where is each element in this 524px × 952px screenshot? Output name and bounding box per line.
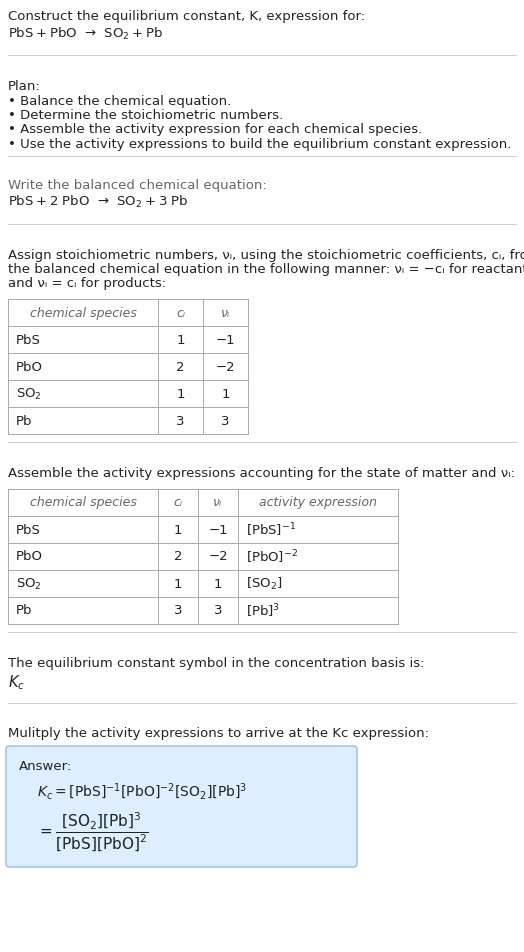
Text: $\mathregular{SO_2}$: $\mathregular{SO_2}$ <box>16 387 42 402</box>
Text: $[\mathrm{PbO}]^{-2}$: $[\mathrm{PbO}]^{-2}$ <box>246 547 298 565</box>
Text: $K_c$: $K_c$ <box>8 672 25 691</box>
Text: PbO: PbO <box>16 361 43 373</box>
Text: chemical species: chemical species <box>29 496 136 509</box>
Text: Answer:: Answer: <box>19 759 72 772</box>
Text: Plan:: Plan: <box>8 80 41 93</box>
Text: activity expression: activity expression <box>259 496 377 509</box>
Text: chemical species: chemical species <box>29 307 136 320</box>
Text: 3: 3 <box>214 604 222 617</box>
Text: νᵢ: νᵢ <box>213 496 223 509</box>
Text: PbS: PbS <box>16 523 41 536</box>
Text: 1: 1 <box>176 387 185 401</box>
Text: The equilibrium constant symbol in the concentration basis is:: The equilibrium constant symbol in the c… <box>8 656 424 669</box>
Text: $= \dfrac{[\mathrm{SO_2}][\mathrm{Pb}]^3}{[\mathrm{PbS}][\mathrm{PbO}]^2}$: $= \dfrac{[\mathrm{SO_2}][\mathrm{Pb}]^3… <box>37 810 148 852</box>
Text: and νᵢ = cᵢ for products:: and νᵢ = cᵢ for products: <box>8 277 166 290</box>
Text: Pb: Pb <box>16 414 32 427</box>
Text: 1: 1 <box>174 523 182 536</box>
Text: −1: −1 <box>208 523 228 536</box>
Text: −1: −1 <box>216 333 235 347</box>
Text: Construct the equilibrium constant, K, expression for:: Construct the equilibrium constant, K, e… <box>8 10 365 23</box>
Text: Assign stoichiometric numbers, νᵢ, using the stoichiometric coefficients, cᵢ, fr: Assign stoichiometric numbers, νᵢ, using… <box>8 248 524 261</box>
Text: 2: 2 <box>174 550 182 563</box>
Text: 3: 3 <box>174 604 182 617</box>
Text: 3: 3 <box>176 414 185 427</box>
Text: Mulitply the activity expressions to arrive at the Kᴄ expression:: Mulitply the activity expressions to arr… <box>8 726 429 740</box>
Text: • Assemble the activity expression for each chemical species.: • Assemble the activity expression for e… <box>8 124 422 136</box>
Text: cᵢ: cᵢ <box>173 496 182 509</box>
Text: PbO: PbO <box>16 550 43 563</box>
Text: 1: 1 <box>221 387 230 401</box>
Text: • Determine the stoichiometric numbers.: • Determine the stoichiometric numbers. <box>8 109 283 122</box>
FancyBboxPatch shape <box>6 746 357 867</box>
Text: νᵢ: νᵢ <box>221 307 230 320</box>
Text: • Balance the chemical equation.: • Balance the chemical equation. <box>8 94 231 108</box>
Text: 2: 2 <box>176 361 185 373</box>
Text: Assemble the activity expressions accounting for the state of matter and νᵢ:: Assemble the activity expressions accoun… <box>8 466 515 480</box>
Text: −2: −2 <box>216 361 235 373</box>
Text: $\mathregular{PbS + 2\ PbO}$  →  $\mathregular{SO_2 + 3\ Pb}$: $\mathregular{PbS + 2\ PbO}$ → $\mathreg… <box>8 194 189 209</box>
Text: the balanced chemical equation in the following manner: νᵢ = −cᵢ for reactants: the balanced chemical equation in the fo… <box>8 263 524 276</box>
Text: $[\mathrm{SO_2}]$: $[\mathrm{SO_2}]$ <box>246 575 282 591</box>
Text: • Use the activity expressions to build the equilibrium constant expression.: • Use the activity expressions to build … <box>8 138 511 150</box>
Text: $[\mathrm{PbS}]^{-1}$: $[\mathrm{PbS}]^{-1}$ <box>246 521 296 538</box>
Text: $\mathregular{SO_2}$: $\mathregular{SO_2}$ <box>16 576 42 591</box>
Text: −2: −2 <box>208 550 228 563</box>
Text: 1: 1 <box>174 577 182 590</box>
Text: Pb: Pb <box>16 604 32 617</box>
Text: 3: 3 <box>221 414 230 427</box>
Text: $K_c = [\mathrm{PbS}]^{-1} [\mathrm{PbO}]^{-2} [\mathrm{SO_2}][\mathrm{Pb}]^3$: $K_c = [\mathrm{PbS}]^{-1} [\mathrm{PbO}… <box>37 781 247 802</box>
Text: Write the balanced chemical equation:: Write the balanced chemical equation: <box>8 178 267 191</box>
Text: cᵢ: cᵢ <box>176 307 185 320</box>
Text: $[\mathrm{Pb}]^3$: $[\mathrm{Pb}]^3$ <box>246 602 280 619</box>
Text: 1: 1 <box>176 333 185 347</box>
Text: PbS: PbS <box>16 333 41 347</box>
Text: 1: 1 <box>214 577 222 590</box>
Text: $\mathregular{PbS + PbO}$  →  $\mathregular{SO_2 + Pb}$: $\mathregular{PbS + PbO}$ → $\mathregula… <box>8 26 163 42</box>
